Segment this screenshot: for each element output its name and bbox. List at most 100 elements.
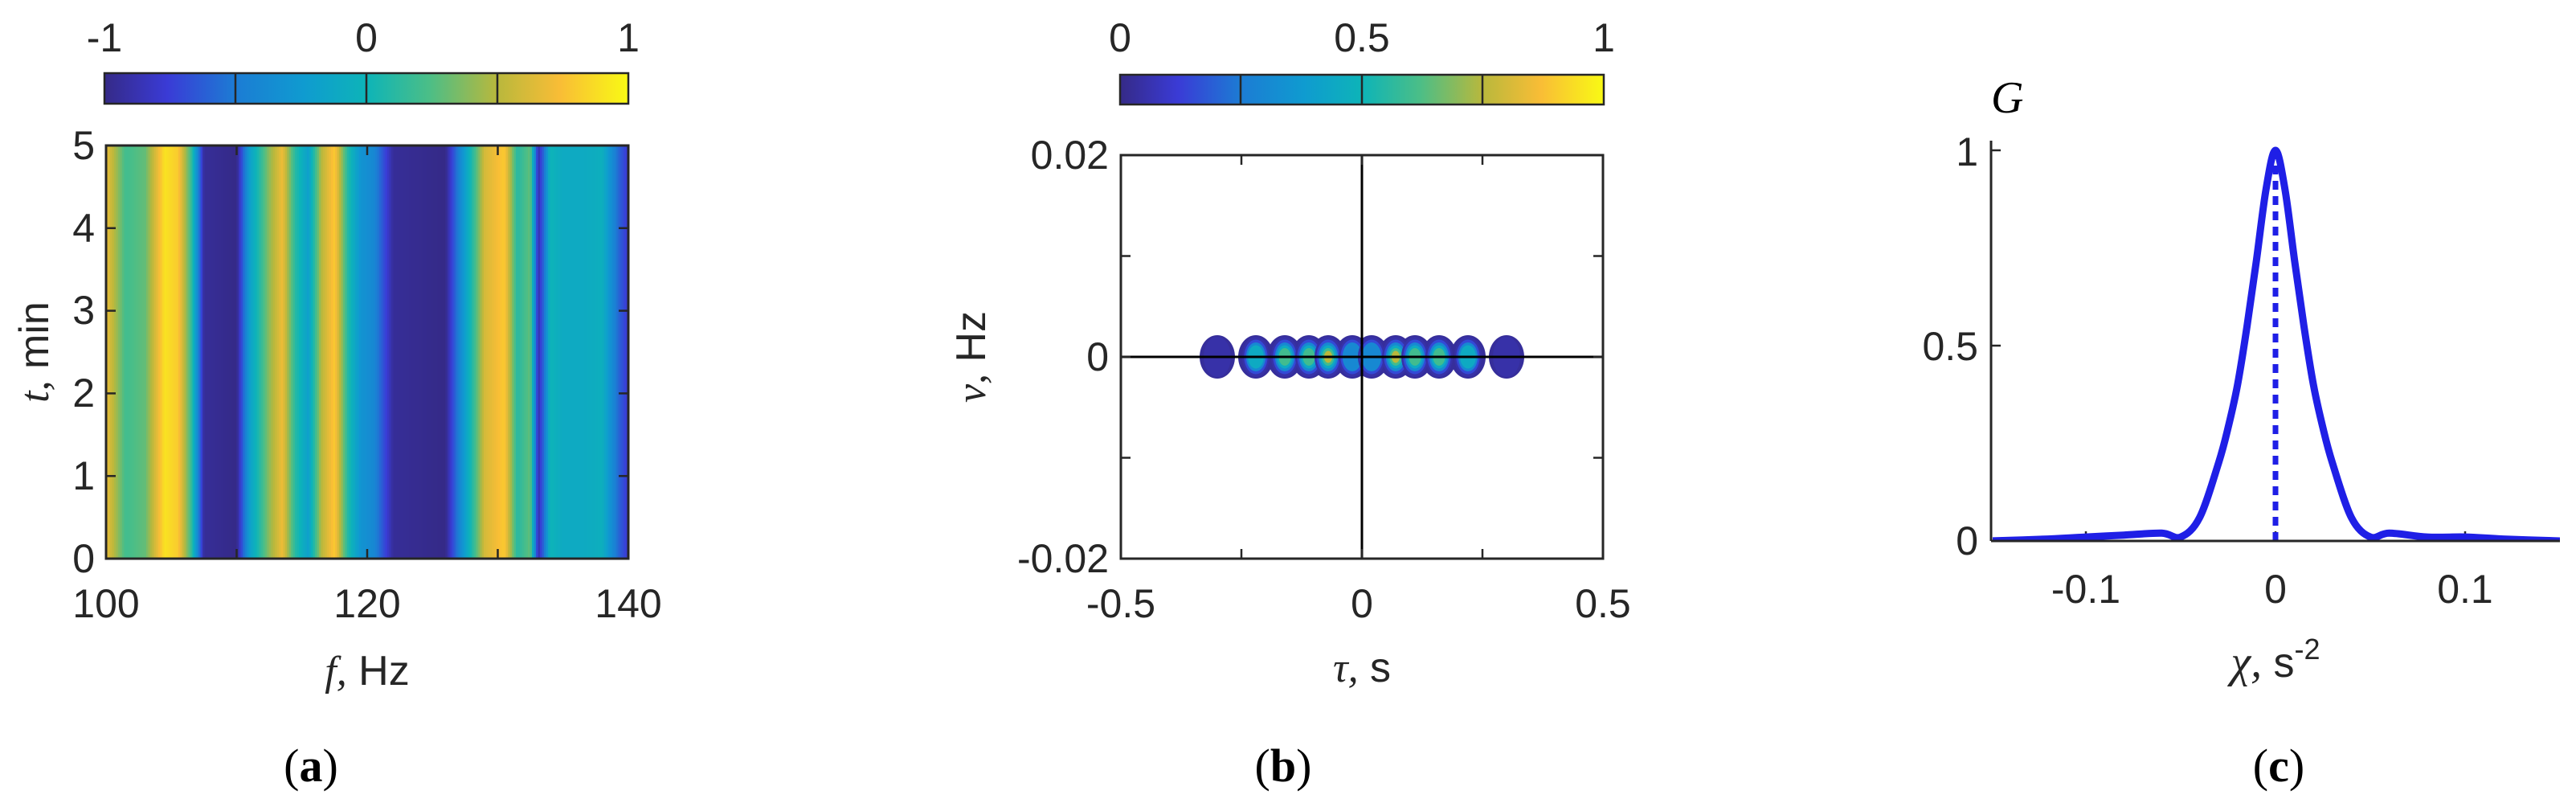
heatmap-a-column — [283, 145, 286, 559]
y-tick-label-a: 1 — [72, 453, 95, 498]
heatmap-a-column — [393, 145, 396, 559]
heatmap-a-column — [598, 145, 601, 559]
series-line-c — [1993, 146, 2560, 541]
heatmap-a-column — [339, 145, 342, 559]
heatmap-a-column — [134, 145, 137, 559]
heatmap-a-column — [604, 145, 607, 559]
heatmap-a-column — [288, 145, 292, 559]
heatmap-a-column — [540, 145, 543, 559]
heatmap-a-column — [198, 145, 202, 559]
axes-a-ticks — [104, 144, 630, 560]
heatmap-a-column — [588, 145, 591, 559]
heatmap-a-column — [194, 145, 198, 559]
heatmap-a-column — [240, 145, 243, 559]
heatmap-a-column — [407, 145, 411, 559]
heatmap-a-column — [357, 145, 360, 559]
heatmap-a-column — [405, 145, 408, 559]
heatmap-a-column — [401, 145, 404, 559]
heatmap-a-column — [542, 145, 545, 559]
heatmap-a-column — [211, 145, 214, 559]
heatmap-a-column — [337, 145, 340, 559]
x-tick-label-b: -0.5 — [1086, 581, 1155, 626]
heatmap-a-column — [448, 145, 451, 559]
heatmap-a-column — [440, 145, 443, 559]
x-tick-label-a: 120 — [333, 581, 400, 626]
heatmap-a-column — [497, 145, 501, 559]
heatmap-a-column — [292, 145, 296, 559]
heatmap-a-column — [271, 145, 274, 559]
heatmap-a-column — [610, 145, 613, 559]
heatmap-a-column — [236, 145, 239, 559]
heatmap-a-column — [517, 145, 521, 559]
heatmap-a-column — [142, 145, 145, 559]
y-tick-label-a: 0 — [72, 536, 95, 581]
heatmap-a-column — [500, 145, 503, 559]
x-axis-label-c: χ, s-2 — [2226, 633, 2320, 687]
y-tick-label-b: 0.02 — [1031, 133, 1109, 178]
heatmap-a-column — [449, 145, 452, 559]
heatmap-a-column — [465, 145, 468, 559]
heatmap-a-column — [389, 145, 392, 559]
heatmap-a-column — [319, 145, 322, 559]
x-tick-label-c: 0.1 — [2437, 567, 2493, 612]
heatmap-a-column — [560, 145, 563, 559]
x-axis-label-a: f, Hz — [325, 648, 409, 694]
heatmap-a-column — [106, 145, 109, 559]
heatmap-a-column — [154, 145, 157, 559]
heatmap-a-column — [620, 145, 624, 559]
heatmap-a-column — [329, 145, 332, 559]
heatmap-a-column — [534, 145, 537, 559]
heatmap-a-column — [138, 145, 141, 559]
panel-label-a: (a) — [284, 739, 338, 792]
heatmap-a-column — [178, 145, 182, 559]
heatmap-a-column — [132, 145, 135, 559]
heatmap-a-column — [267, 145, 270, 559]
heatmap-a-column — [501, 145, 505, 559]
heatmap-a-column — [558, 145, 561, 559]
heatmap-a-column — [280, 145, 284, 559]
heatmap-a-column — [116, 145, 119, 559]
heatmap-a-column — [349, 145, 352, 559]
heatmap-a-column — [361, 145, 364, 559]
axes-c-ticks — [1991, 149, 2467, 543]
heatmap-a-column — [321, 145, 324, 559]
heatmap-a-column — [220, 145, 223, 559]
heatmap-a-column — [164, 145, 167, 559]
x-axis-label-b: τ, s — [1333, 645, 1391, 691]
heatmap-a-column — [239, 145, 242, 559]
heatmap-a-column — [461, 145, 464, 559]
heatmap-a-column — [252, 145, 256, 559]
heatmap-a-column — [369, 145, 372, 559]
heatmap-a-column — [118, 145, 121, 559]
heatmap-a-column — [244, 145, 247, 559]
heatmap-a-column — [472, 145, 475, 559]
colorbar-b-tick-label: 0.5 — [1334, 15, 1390, 60]
heatmap-a-column — [385, 145, 388, 559]
heatmap-a-column — [331, 145, 334, 559]
heatmap-a-column — [532, 145, 535, 559]
heatmap-a-column — [301, 145, 304, 559]
heatmap-a-column — [128, 145, 131, 559]
heatmap-a-column — [371, 145, 374, 559]
y-tick-label-a: 3 — [72, 288, 95, 333]
heatmap-a-column — [315, 145, 318, 559]
colorbar-b: 0 0.5 1 — [1109, 15, 1615, 106]
heatmap-a-column — [460, 145, 463, 559]
heatmap-a-column — [291, 145, 294, 559]
colorbar-b-tick-label: 1 — [1593, 15, 1615, 60]
heatmap-a-column — [279, 145, 282, 559]
heatmap-a-column — [493, 145, 497, 559]
heatmap-a-column — [152, 145, 155, 559]
heatmap-a-column — [333, 145, 336, 559]
panel-label-b: (b) — [1255, 739, 1312, 792]
heatmap-a-column — [200, 145, 203, 559]
heatmap-a-column — [204, 145, 207, 559]
heatmap-a-column — [247, 145, 250, 559]
heatmap-a-column — [327, 145, 330, 559]
heatmap-a-column — [150, 145, 153, 559]
heatmap-a-column — [114, 145, 117, 559]
heatmap-a-column — [255, 145, 258, 559]
heatmap-a-column — [196, 145, 199, 559]
heatmap-a-column — [594, 145, 597, 559]
heatmap-a-column — [184, 145, 187, 559]
